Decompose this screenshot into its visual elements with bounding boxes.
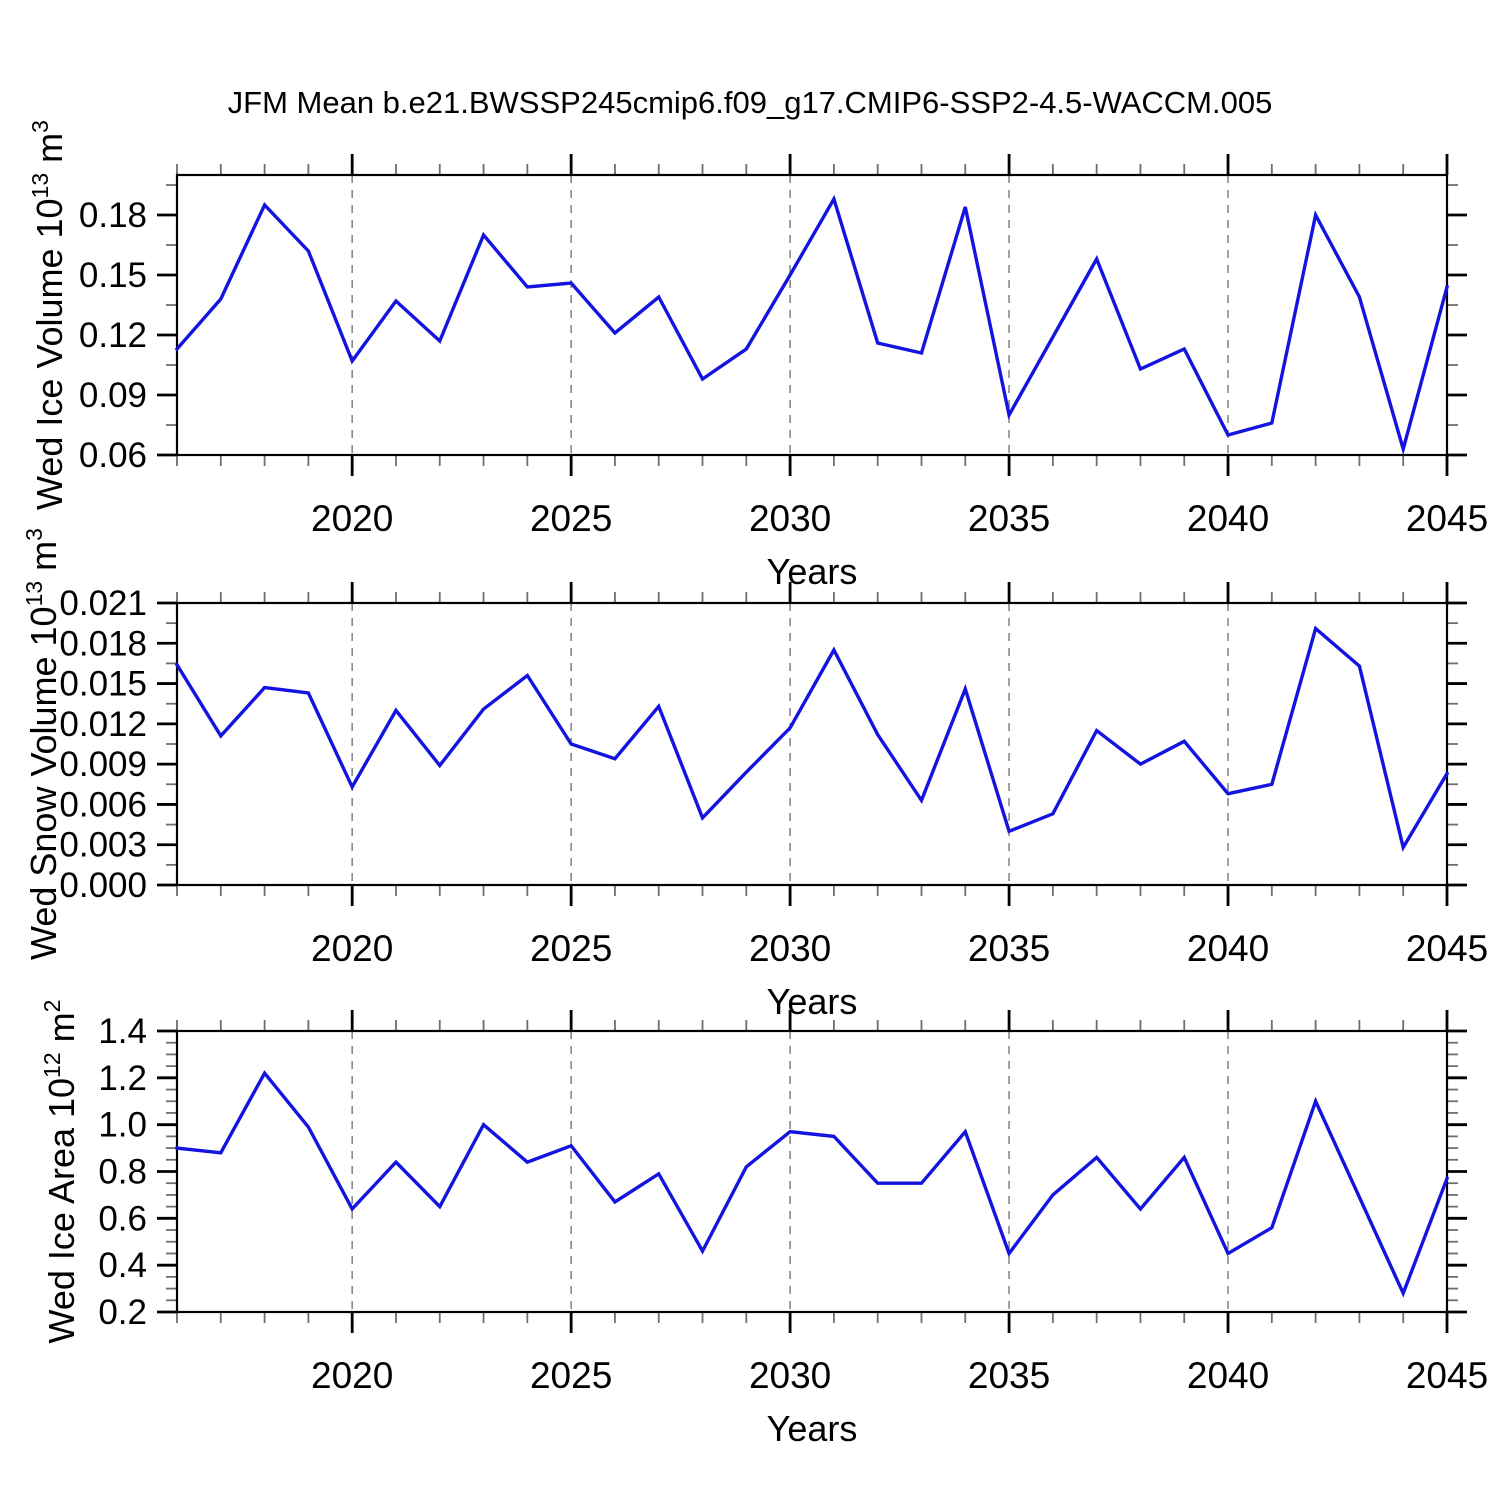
x-tick-label: 2030 (749, 1355, 831, 1396)
axes-frame (175, 1029, 1449, 1314)
y-tick-label: 0.09 (79, 376, 147, 415)
x-tick-label: 2040 (1187, 928, 1269, 969)
panel-2: 0.0210.0180.0150.0120.0090.0060.0030.000… (21, 528, 1488, 1022)
x-tick-label: 2025 (530, 498, 612, 539)
y-tick-label: 0.009 (59, 745, 147, 784)
x-axis-title: Years (767, 1408, 858, 1449)
x-tick-label: 2025 (530, 928, 612, 969)
panel-1: 0.18 0.15 0.12 0.09 0.06 2020 2025 2030 2035 2040… (27, 120, 1488, 592)
series-line (174, 194, 1450, 456)
y-tick-label: 0.12 (79, 316, 147, 355)
y-tick-label: 0.06 (79, 436, 147, 475)
x-tick-label: 2045 (1406, 498, 1488, 539)
panel-3: 1.4 1.2 1.0 0.8 0.6 0.4 0.2 2020 2025 2030 2035 204… (39, 1000, 1488, 1449)
y-tick-label: 0.18 (79, 196, 147, 235)
x-tick-label: 2035 (968, 498, 1050, 539)
y-tick-label: 0.015 (59, 665, 147, 704)
y-axis-title: Wed Snow Volume 1013 m3 (21, 528, 64, 960)
x-tick-label: 2035 (968, 1355, 1050, 1396)
x-tick-label: 2025 (530, 1355, 612, 1396)
y-tick-label: 1.0 (98, 1106, 147, 1145)
x-tick-label: 2040 (1187, 498, 1269, 539)
x-tick-label: 2045 (1406, 1355, 1488, 1396)
x-tick-label: 2035 (968, 928, 1050, 969)
y-axis-title: Wed Ice Volume 1013 m3 (27, 120, 70, 510)
x-tick-label: 2030 (749, 498, 831, 539)
y-tick-label: 0.012 (59, 705, 147, 744)
y-tick-label: 0.8 (98, 1153, 147, 1192)
y-tick-label: 0.018 (59, 624, 147, 663)
x-tick-label: 2020 (311, 928, 393, 969)
x-tick-label: 2045 (1406, 928, 1488, 969)
series-line (175, 1070, 1450, 1298)
y-tick-label: 0.2 (98, 1293, 147, 1332)
y-axis-title: Wed Ice Area 1012 m2 (39, 1000, 82, 1344)
x-tick-label: 2020 (311, 1355, 393, 1396)
x-axis-title: Years (767, 551, 858, 592)
axes-frame (175, 173, 1449, 457)
y-tick-label: 0.006 (59, 785, 147, 824)
y-tick-label: 0.003 (59, 826, 147, 865)
x-tick-label: 2030 (749, 928, 831, 969)
x-tick-label: 2020 (311, 498, 393, 539)
x-tick-label: 2040 (1187, 1355, 1269, 1396)
y-tick-label: 0.6 (98, 1199, 147, 1238)
y-tick-label: 0.000 (59, 866, 147, 905)
y-tick-label: 1.2 (98, 1059, 147, 1098)
x-axis-title: Years (767, 981, 858, 1022)
y-tick-label: 0.021 (59, 584, 147, 623)
series-line (174, 625, 1450, 852)
axes-frame (175, 601, 1449, 887)
y-tick-label: 0.4 (98, 1246, 147, 1285)
chart-title: JFM Mean b.e21.BWSSP245cmip6.f09_g17.CMI… (228, 85, 1273, 120)
y-tick-label: 1.4 (98, 1012, 147, 1051)
y-tick-label: 0.15 (79, 256, 147, 295)
